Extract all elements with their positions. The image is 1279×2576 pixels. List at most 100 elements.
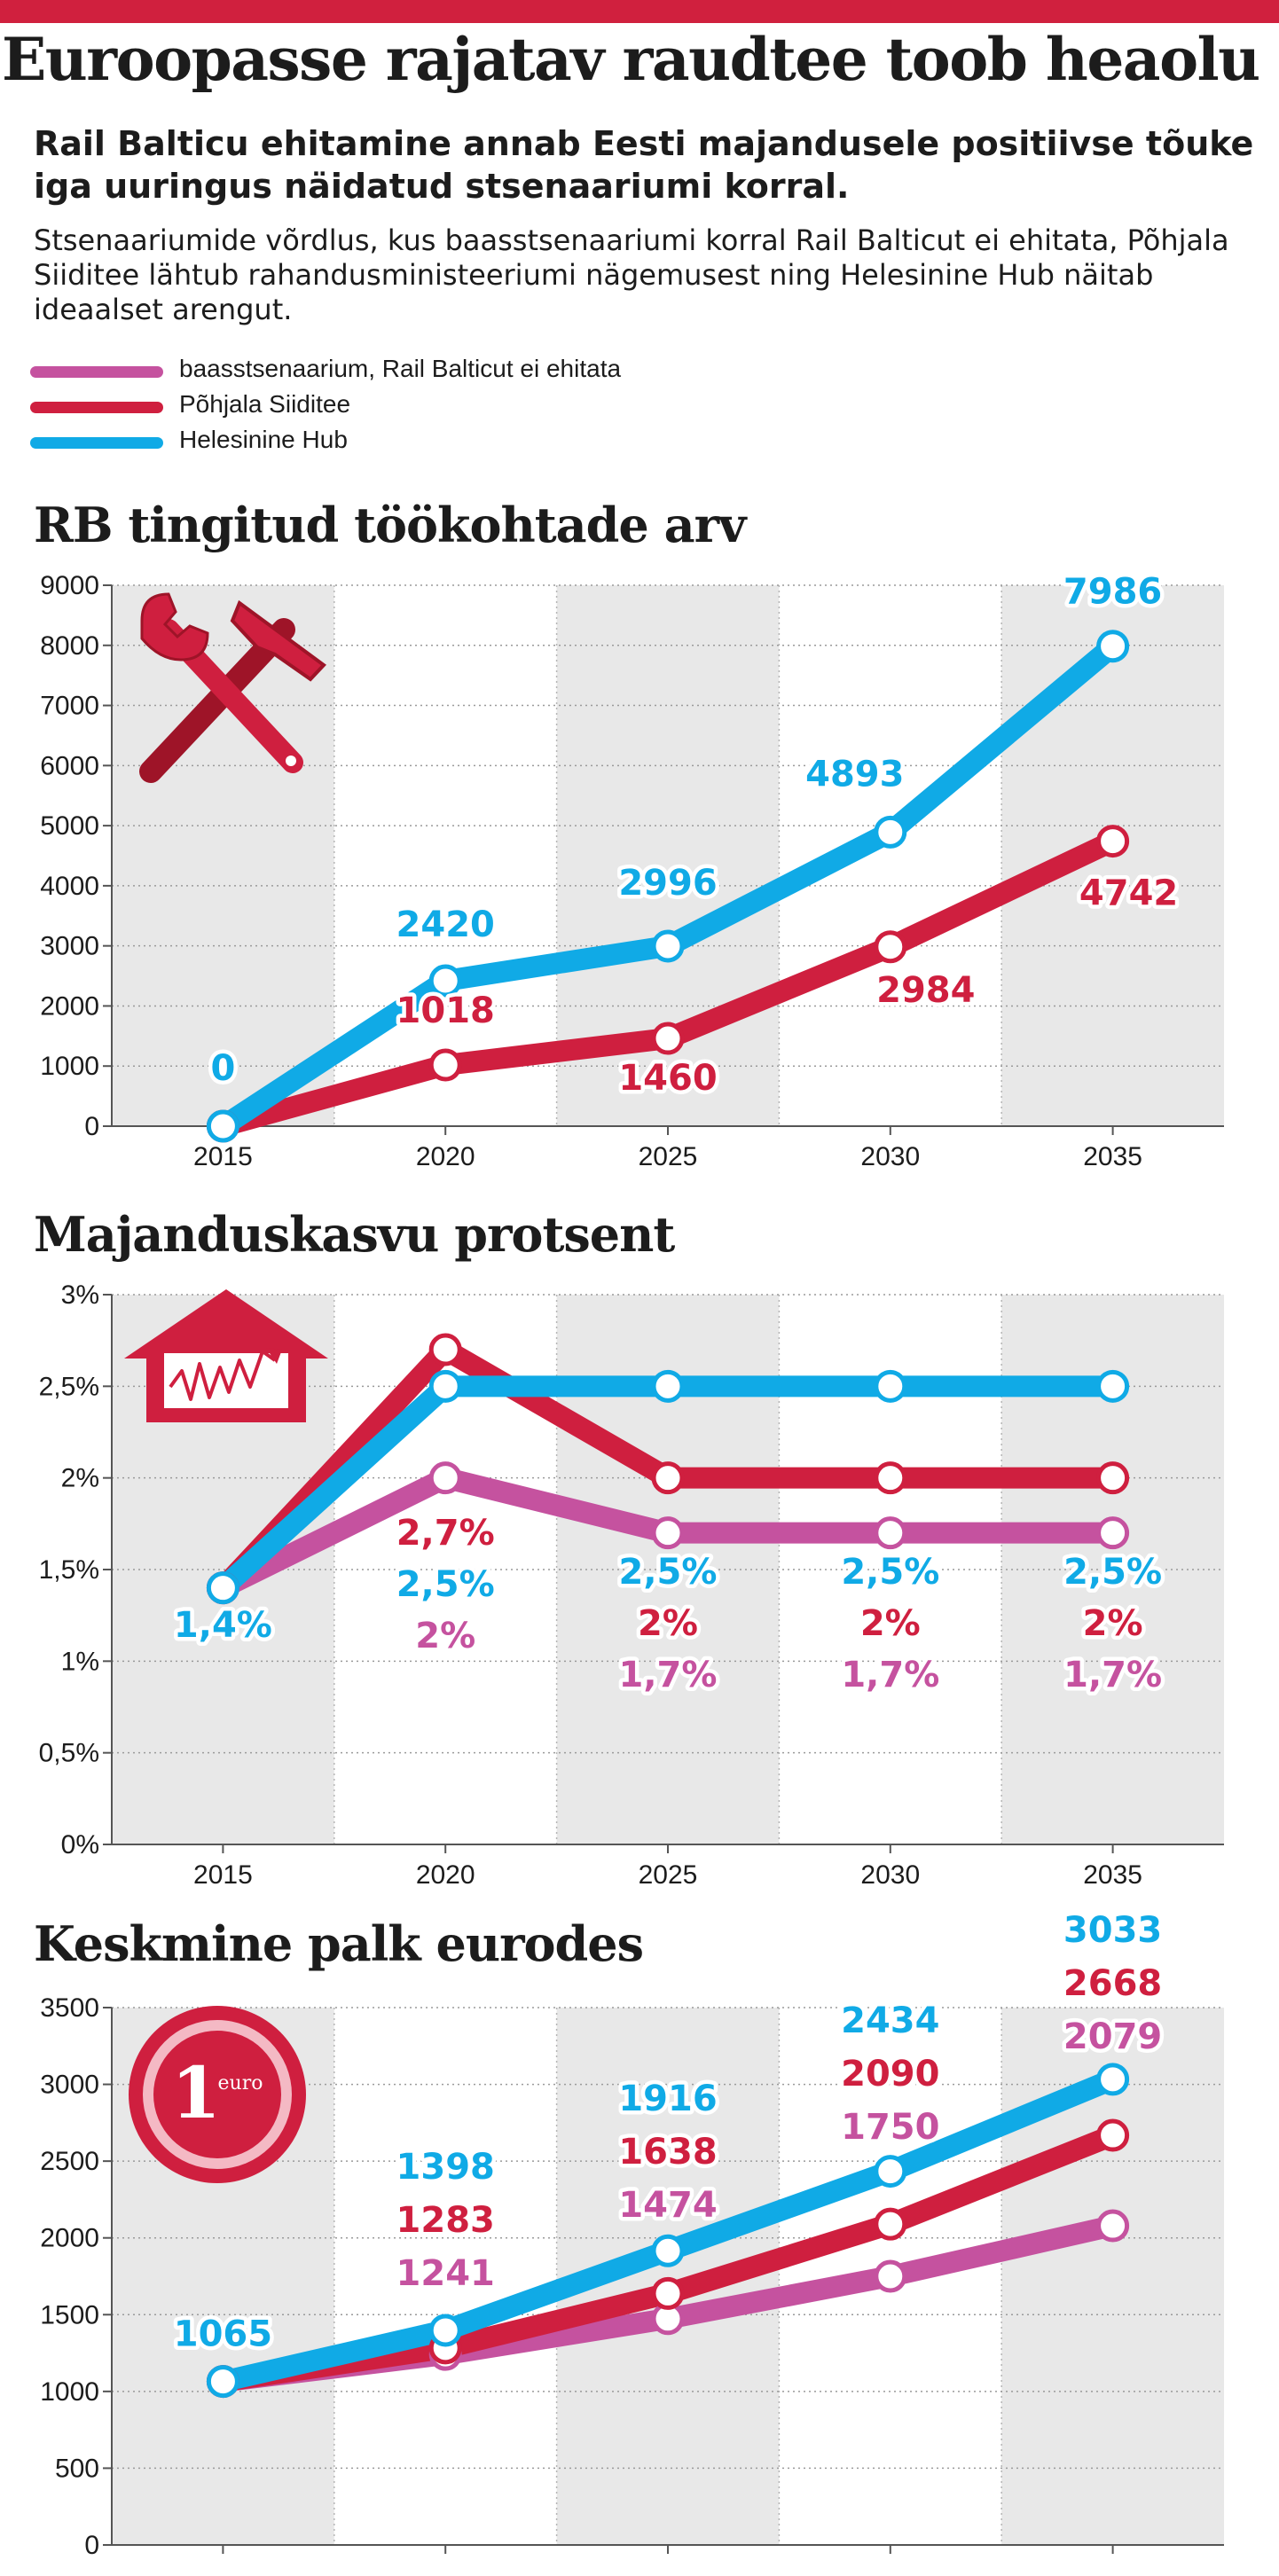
data-point <box>651 2276 685 2310</box>
y-tick-label: 6000 <box>40 751 99 780</box>
data-label: 0 <box>210 1048 235 1089</box>
x-tick-label: 2035 <box>1083 1860 1142 1890</box>
y-tick-label: 0 <box>84 2531 99 2558</box>
y-tick-label: 2% <box>61 1464 99 1493</box>
x-tick-label: 2025 <box>639 1860 698 1890</box>
tools-icon <box>139 592 326 783</box>
hammer-head <box>230 599 326 682</box>
data-label: 1,7% <box>1063 1655 1162 1695</box>
x-tick-label: 2020 <box>416 1142 475 1171</box>
data-point <box>1096 825 1130 858</box>
y-tick-label: 1500 <box>40 2300 99 2329</box>
y-tick-label: 0 <box>84 1112 99 1141</box>
lead-text: Rail Balticu ehitamine annab Eesti majan… <box>34 124 1254 206</box>
coin-number: 1 <box>171 2051 221 2134</box>
data-label: 4742 <box>1079 873 1178 914</box>
legend-label: Helesinine Hub <box>179 426 348 453</box>
data-point <box>428 1048 462 1082</box>
x-tick-label: 2015 <box>193 1860 253 1890</box>
data-point <box>874 815 907 849</box>
data-label: 2% <box>860 1603 921 1644</box>
data-label: 2984 <box>876 970 975 1011</box>
chart-jobs: 0 1000 2000 3000 4000 5000 6000 7000 8000 9000 201… <box>40 568 1224 1171</box>
page-title: Euroopasse rajatav raudtee toob heaolu <box>2 25 1260 94</box>
y-tick-label: 1,5% <box>39 1555 99 1585</box>
data-point <box>651 2234 685 2267</box>
data-point <box>651 1369 685 1403</box>
data-point <box>1096 1369 1130 1403</box>
economy-house-icon <box>124 1289 328 1422</box>
y-tick-label: 2000 <box>40 991 99 1021</box>
data-label: 7986 <box>1063 572 1162 613</box>
top-accent-bar <box>0 0 1279 23</box>
data-label: 2996 <box>618 863 717 904</box>
data-point <box>1096 1516 1130 1550</box>
legend-swatch-silk <box>30 402 163 413</box>
data-label: 1638 <box>618 2132 717 2173</box>
data-point <box>651 1461 685 1495</box>
legend-label: Põhjala Siiditee <box>179 390 351 418</box>
y-tick-label: 4000 <box>40 872 99 901</box>
data-point <box>651 929 685 963</box>
data-point <box>428 964 462 998</box>
data-label: 2,5% <box>841 1552 939 1593</box>
y-tick-label: 3% <box>61 1280 99 1310</box>
wrench-head <box>140 592 209 662</box>
x-tick-label: 2025 <box>639 1142 698 1171</box>
data-point <box>1096 2209 1130 2243</box>
data-label: 4893 <box>805 754 904 795</box>
data-label: 1474 <box>618 2185 717 2226</box>
data-point <box>206 2365 239 2399</box>
data-label: 1,7% <box>619 1655 718 1695</box>
data-point <box>428 2314 462 2347</box>
data-label: 1750 <box>841 2107 939 2148</box>
data-label: 1283 <box>396 2200 495 2241</box>
y-tick-label: 3000 <box>40 2071 99 2100</box>
y-tick-label: 0,5% <box>39 1739 99 1768</box>
data-point <box>874 1516 907 1550</box>
data-point <box>874 1461 907 1495</box>
x-tick-label: 2035 <box>1083 1142 1142 1171</box>
legend-swatch-hub <box>30 437 163 449</box>
data-label: 1,4% <box>174 1605 272 1646</box>
x-tick-label: 2030 <box>860 1142 920 1171</box>
plot-band <box>1001 2008 1224 2545</box>
data-point <box>874 1369 907 1403</box>
growth-line <box>169 1350 277 1401</box>
data-label: 2,5% <box>619 1552 718 1593</box>
y-tick-label: 2000 <box>40 2224 99 2253</box>
y-tick-label: 3000 <box>40 932 99 961</box>
y-tick-label: 1000 <box>40 1052 99 1081</box>
y-tick-label: 500 <box>55 2454 99 2483</box>
data-point <box>1096 1461 1130 1495</box>
data-point <box>428 1461 462 1495</box>
x-tick-label: 2015 <box>193 1142 253 1171</box>
data-label: 2,7% <box>396 1513 495 1554</box>
data-point <box>651 1516 685 1550</box>
data-point <box>428 1333 462 1366</box>
data-point <box>651 1022 685 1055</box>
y-tick-label: 3500 <box>40 1993 99 2023</box>
chart-title-growth: Majanduskasvu protsent <box>34 1206 675 1263</box>
data-point <box>1096 630 1130 663</box>
data-point <box>874 2259 907 2293</box>
data-point <box>874 2155 907 2188</box>
data-label: 2,5% <box>396 1564 495 1605</box>
data-point <box>1096 2063 1130 2096</box>
chart-title-salary: Keskmine palk eurodes <box>34 1915 644 1972</box>
data-point <box>874 2207 907 2241</box>
data-label: 2668 <box>1063 1963 1162 2004</box>
y-tick-label: 1000 <box>40 2377 99 2407</box>
data-label: 1916 <box>618 2079 717 2119</box>
hammer-handle <box>139 618 295 783</box>
legend-label: baasstsenaarium, Rail Balticut ei ehitat… <box>179 355 622 382</box>
data-label: 1,7% <box>841 1655 939 1695</box>
y-tick-label: 9000 <box>40 571 99 600</box>
growth-arrow <box>266 1348 282 1364</box>
intro-text: Stsenaariumide võrdlus, kus baasstsenaar… <box>34 223 1229 326</box>
data-label: 2079 <box>1063 2016 1162 2057</box>
data-label: 2% <box>638 1603 698 1644</box>
x-tick-label: 2030 <box>860 1860 920 1890</box>
y-tick-label: 5000 <box>40 811 99 841</box>
